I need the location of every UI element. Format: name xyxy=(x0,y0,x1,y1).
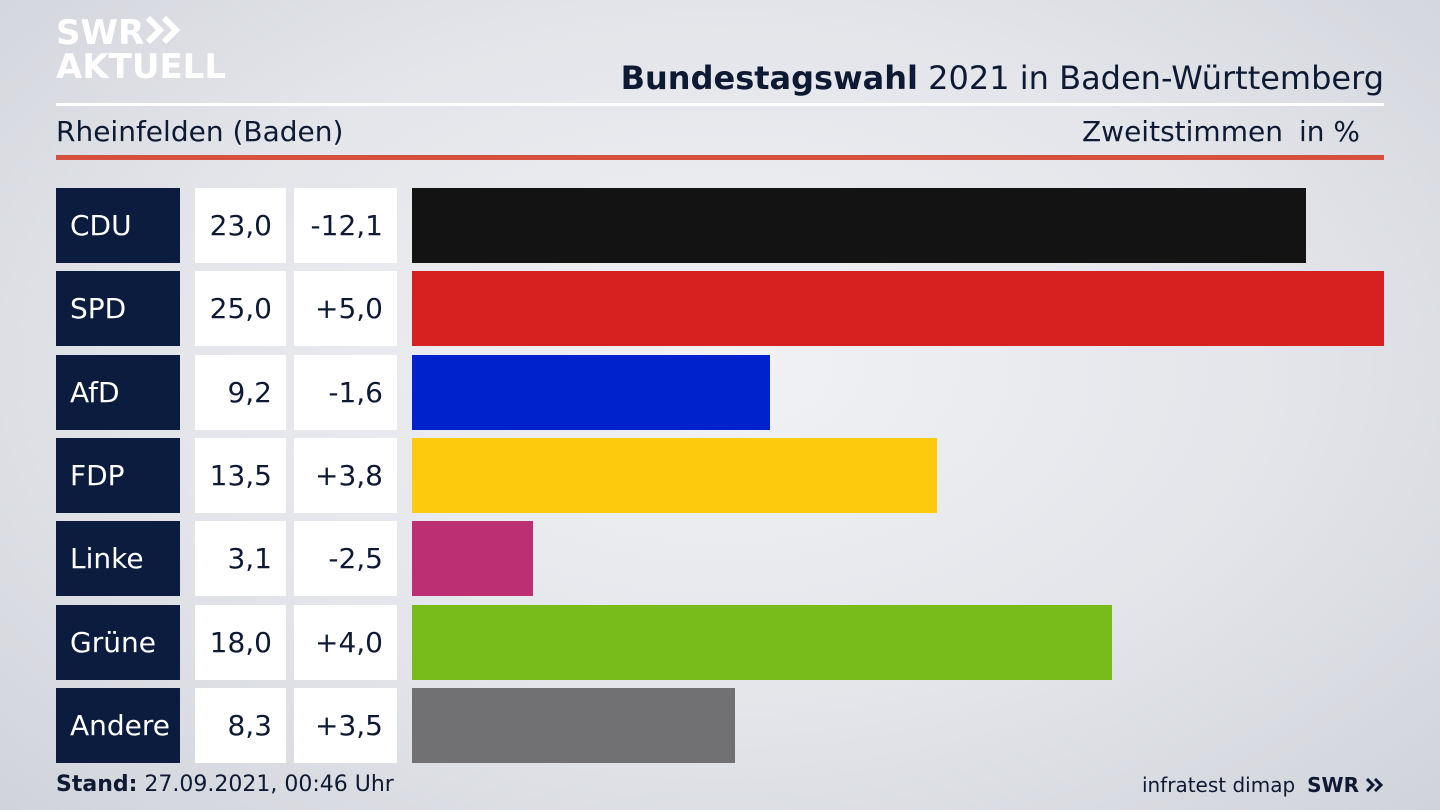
party-label: AfD xyxy=(56,354,180,430)
vote-change-label: -1,6 xyxy=(294,354,397,430)
swr-aktuell-logo: SWR AKTUELL xyxy=(56,13,227,87)
vote-change-label: +3,5 xyxy=(294,687,397,763)
bar-fdp xyxy=(412,437,937,513)
party-label: CDU xyxy=(56,188,180,263)
chart-title: Bundestagswahl 2021 in Baden-Württemberg xyxy=(621,56,1384,100)
bar-cdu xyxy=(412,188,1307,263)
double-chevron-icon xyxy=(1365,777,1384,793)
chart-title-rest: 2021 in Baden-Württemberg xyxy=(928,59,1384,97)
chart-row: AfD 9,2 -1,6 xyxy=(0,354,1440,430)
bar-grüne xyxy=(412,604,1112,680)
vote-share-label: 23,0 xyxy=(195,188,286,263)
vote-share-label: 13,5 xyxy=(195,437,286,513)
chart-title-bold: Bundestagswahl xyxy=(620,59,918,97)
chart-row: SPD 25,0 +5,0 xyxy=(0,271,1440,347)
swr-footer-logo: SWR xyxy=(1307,770,1384,800)
vote-share-label: 9,2 xyxy=(195,354,286,430)
chart-row: CDU 23,0 -12,1 xyxy=(0,188,1440,263)
bar-afd xyxy=(412,354,770,430)
chart-row: Andere 8,3 +3,5 xyxy=(0,687,1440,763)
logo-swr-text: SWR xyxy=(56,13,145,53)
party-label: FDP xyxy=(56,437,180,513)
party-label: Andere xyxy=(56,687,180,763)
vote-share-label: 18,0 xyxy=(195,604,286,680)
bar-linke xyxy=(412,521,533,597)
logo-aktuell-text: AKTUELL xyxy=(56,47,227,87)
vote-share-label: 25,0 xyxy=(195,271,286,347)
stand-value: 27.09.2021, 00:46 Uhr xyxy=(144,772,394,797)
bar-andere xyxy=(412,687,735,763)
measure-label: Zweitstimmen xyxy=(1082,115,1283,148)
source-credit: infratest dimap SWR xyxy=(1142,770,1384,800)
stand-label: Stand: xyxy=(56,772,138,797)
double-chevron-icon xyxy=(146,15,182,50)
timestamp: Stand: 27.09.2021, 00:46 Uhr xyxy=(56,770,394,800)
party-label: SPD xyxy=(56,271,180,347)
accent-divider xyxy=(56,155,1384,160)
chart-row: FDP 13,5 +3,8 xyxy=(0,437,1440,513)
constituency-name: Rheinfelden (Baden) xyxy=(56,115,344,148)
vote-change-label: +4,0 xyxy=(294,604,397,680)
chart-row: Grüne 18,0 +4,0 xyxy=(0,604,1440,680)
vote-change-label: +5,0 xyxy=(294,271,397,347)
unit-label: in % xyxy=(1299,115,1361,148)
vote-change-label: +3,8 xyxy=(294,437,397,513)
vote-change-label: -2,5 xyxy=(294,521,397,597)
header-divider xyxy=(56,103,1384,106)
vote-share-label: 3,1 xyxy=(195,521,286,597)
party-label: Linke xyxy=(56,521,180,597)
chart-row: Linke 3,1 -2,5 xyxy=(0,521,1440,597)
swr-footer-text: SWR xyxy=(1307,773,1360,797)
bar-spd xyxy=(412,271,1384,347)
vote-change-label: -12,1 xyxy=(294,188,397,263)
party-label: Grüne xyxy=(56,604,180,680)
vote-share-label: 8,3 xyxy=(195,687,286,763)
source-text: infratest dimap xyxy=(1141,773,1296,797)
